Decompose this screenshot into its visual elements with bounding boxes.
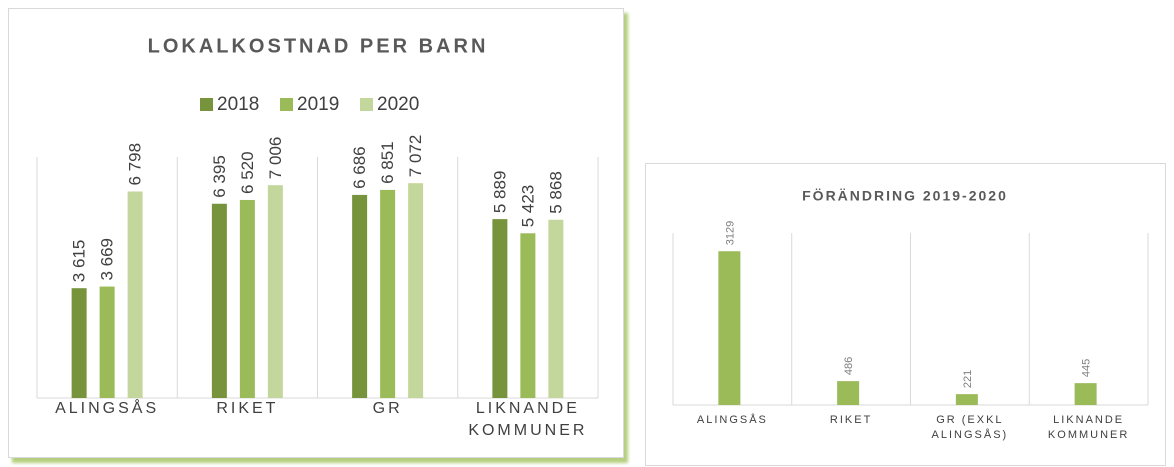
value-label: 445 — [1081, 359, 1093, 377]
value-label: 221 — [962, 370, 974, 388]
bar — [239, 199, 255, 398]
legend-label: 2018 — [217, 94, 259, 115]
value-label: 6 798 — [126, 143, 145, 186]
x-tick-label: LIKNANDE KOMMUNER — [468, 400, 588, 439]
bar — [548, 219, 564, 398]
value-label: 3 669 — [98, 238, 117, 281]
value-label: 6 395 — [210, 155, 229, 198]
legend-label: 2019 — [297, 94, 339, 115]
legend-swatch — [360, 98, 373, 111]
bar — [211, 203, 227, 398]
legend-swatch — [200, 98, 213, 111]
value-label: 5 423 — [518, 185, 537, 228]
chart-title: LOKALKOSTNAD PER BARN — [148, 35, 489, 57]
value-label: 486 — [843, 357, 855, 375]
value-label: 3 615 — [70, 240, 89, 283]
bar — [837, 381, 860, 405]
chart-title: FÖRÄNDRING 2019-2020 — [802, 188, 1008, 204]
value-label: 3129 — [724, 221, 736, 245]
bar — [380, 189, 396, 398]
bar — [127, 191, 143, 398]
bar — [71, 288, 87, 398]
bar — [267, 185, 283, 398]
legend-swatch — [280, 98, 293, 111]
bar — [408, 183, 424, 398]
value-label: 6 686 — [350, 146, 369, 189]
bar — [718, 251, 741, 405]
x-tick-label: ALINGSÅS — [55, 400, 160, 417]
value-label: 5 868 — [546, 171, 565, 214]
value-label: 7 072 — [406, 135, 425, 178]
value-label: 6 520 — [238, 151, 257, 194]
x-tick-label: LIKNANDE KOMMUNER — [1047, 414, 1130, 441]
bar — [520, 233, 536, 398]
bar — [955, 394, 978, 405]
bar — [99, 286, 115, 398]
x-tick-label: ALINGSÅS — [696, 414, 768, 426]
value-label: 7 006 — [266, 137, 285, 180]
value-label: 6 851 — [378, 141, 397, 184]
bar — [352, 194, 368, 398]
bar — [492, 219, 508, 398]
x-tick-label: RIKET — [829, 414, 873, 426]
bar — [1074, 383, 1097, 405]
x-tick-label: RIKET — [216, 400, 279, 417]
value-label: 5 889 — [490, 171, 509, 214]
legend-label: 2020 — [377, 94, 419, 115]
x-tick-label: GR (EXKL ALINGSÅS) — [931, 414, 1009, 441]
x-tick-label: GR — [372, 400, 403, 417]
